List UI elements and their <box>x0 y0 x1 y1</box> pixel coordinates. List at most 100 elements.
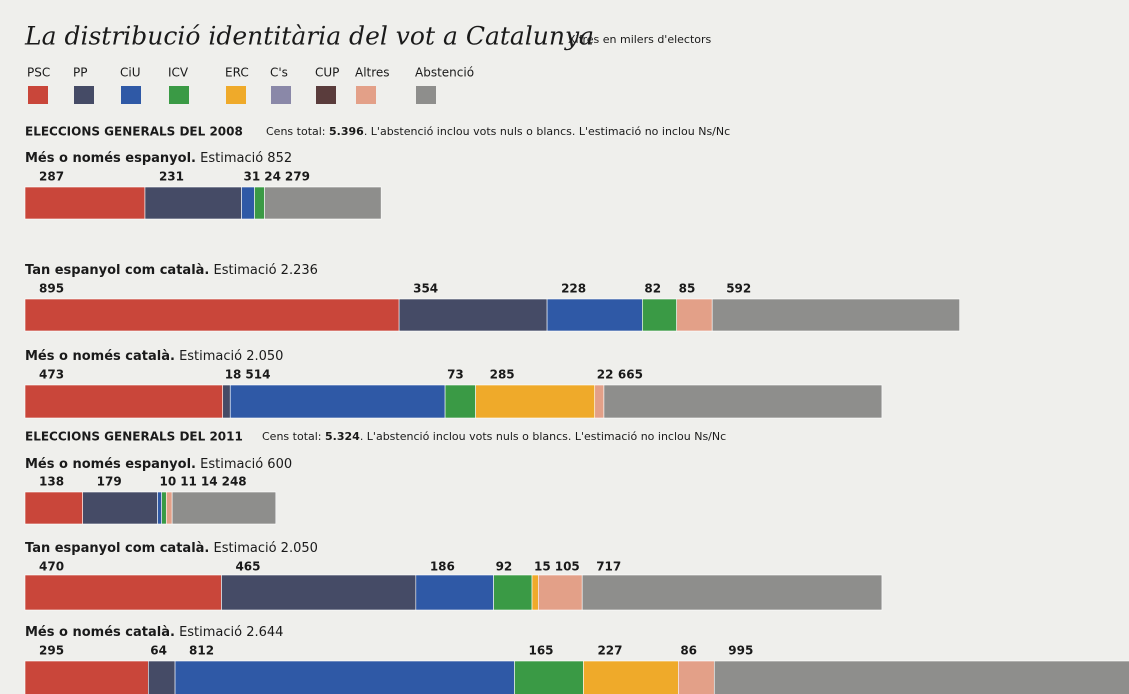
legend-swatch <box>169 86 189 104</box>
row-label: Més o només català. Estimació 2.644 <box>25 625 283 640</box>
row-estimate: Estimació 2.644 <box>179 625 283 640</box>
bar-segment <box>241 186 255 220</box>
bar-segment <box>174 660 515 694</box>
data-label: 470 <box>39 560 64 574</box>
bar-segment <box>82 491 158 525</box>
data-label: 138 <box>39 475 64 489</box>
census-label: Cens total: <box>262 430 322 443</box>
data-label: 279 <box>285 170 310 184</box>
data-label: 14 <box>201 475 218 489</box>
data-label: 354 <box>413 282 438 296</box>
row-estimate: Estimació 2.050 <box>214 541 318 556</box>
bar-segment <box>24 186 146 220</box>
legend-swatch <box>226 86 246 104</box>
legend-label: CUP <box>315 66 339 80</box>
legend-label: C's <box>270 66 288 80</box>
data-label: 665 <box>618 368 643 382</box>
section-note: Cens total: 5.396. L'abstenció inclou vo… <box>266 125 730 138</box>
data-label: 186 <box>430 560 455 574</box>
data-label: 231 <box>159 170 184 184</box>
row-label: Tan espanyol com català. Estimació 2.050 <box>25 541 318 556</box>
data-label: 295 <box>39 644 64 658</box>
row-label: Tan espanyol com català. Estimació 2.236 <box>25 263 318 278</box>
legend-swatch <box>416 86 436 104</box>
legend-label: ERC <box>225 66 249 80</box>
bar-segment <box>594 384 605 419</box>
data-label: 165 <box>528 644 553 658</box>
bar-segment <box>221 574 417 611</box>
data-label: 227 <box>597 644 622 658</box>
chart-title: La distribució identitària del vot a Cat… <box>24 22 594 51</box>
section-note: Cens total: 5.324. L'abstenció inclou vo… <box>262 430 726 443</box>
bar-segment <box>531 574 539 611</box>
note: . L'abstenció inclou vots nuls o blancs.… <box>360 430 726 443</box>
legend-swatch <box>121 86 141 104</box>
bar-segment <box>538 574 583 611</box>
bar-segment <box>475 384 596 419</box>
bar-segment <box>678 660 715 694</box>
bar-segment <box>546 298 643 332</box>
row-estimate: Estimació 852 <box>200 151 292 166</box>
census: 5.396 <box>329 125 364 138</box>
data-label: 31 <box>244 170 261 184</box>
bar-segment <box>676 298 713 332</box>
data-label: 10 <box>160 475 177 489</box>
data-label: 73 <box>447 368 464 382</box>
legend-label: PP <box>73 66 87 80</box>
row-label-bold: Més o només català. <box>25 349 175 364</box>
data-label: 465 <box>235 560 260 574</box>
bar-segment <box>157 491 162 525</box>
bar-segment <box>148 660 176 694</box>
note: . L'abstenció inclou vots nuls o blancs.… <box>364 125 730 138</box>
row-label: Més o només espanyol. Estimació 852 <box>25 151 292 166</box>
bar-segment <box>603 384 883 419</box>
legend-label: PSC <box>27 66 50 80</box>
data-label: 285 <box>490 368 515 382</box>
bar-segment <box>24 298 400 332</box>
row-label-bold: Més o només espanyol. <box>25 151 196 166</box>
legend-label: Altres <box>355 66 390 80</box>
bar-segment <box>642 298 677 332</box>
data-label: 18 <box>225 368 242 382</box>
bar-segment <box>264 186 382 220</box>
row-estimate: Estimació 600 <box>200 457 292 472</box>
legend-label: CiU <box>120 66 141 80</box>
legend-swatch <box>74 86 94 104</box>
row-label: Més o només espanyol. Estimació 600 <box>25 457 292 472</box>
data-label: 287 <box>39 170 64 184</box>
data-label: 64 <box>150 644 167 658</box>
bar-segment <box>24 491 83 525</box>
data-label: 248 <box>222 475 247 489</box>
data-label: 86 <box>680 644 697 658</box>
legend-label: Abstenció <box>415 66 474 80</box>
bar-segment <box>514 660 584 694</box>
row-label-bold: Tan espanyol com català. <box>25 541 209 556</box>
bar-segment <box>583 660 679 694</box>
data-label: 85 <box>679 282 696 296</box>
section-title: ELECCIONS GENERALS DEL 2011 <box>25 430 243 444</box>
row-estimate: Estimació 2.050 <box>179 349 283 364</box>
data-label: 11 <box>180 475 197 489</box>
bar-segment <box>444 384 476 419</box>
data-label: 105 <box>555 560 580 574</box>
data-label: 92 <box>496 560 513 574</box>
bar-segment <box>229 384 446 419</box>
bar-segment <box>398 298 548 332</box>
bar-segment <box>24 574 222 611</box>
bar-segment <box>24 384 224 419</box>
chart-subtitle: Xifres en milers d'electors <box>568 33 712 46</box>
legend-swatch <box>28 86 48 104</box>
census-label: Cens total: <box>266 125 326 138</box>
section-title: ELECCIONS GENERALS DEL 2008 <box>25 125 243 139</box>
bar-segment <box>165 491 173 525</box>
bar-segment <box>581 574 883 611</box>
data-label: 717 <box>596 560 621 574</box>
data-label: 24 <box>264 170 281 184</box>
data-label: 995 <box>728 644 753 658</box>
bar-segment <box>493 574 533 611</box>
bar-segment <box>254 186 265 220</box>
bar-segment <box>144 186 242 220</box>
bar-segment <box>161 491 167 525</box>
data-label: 514 <box>245 368 270 382</box>
